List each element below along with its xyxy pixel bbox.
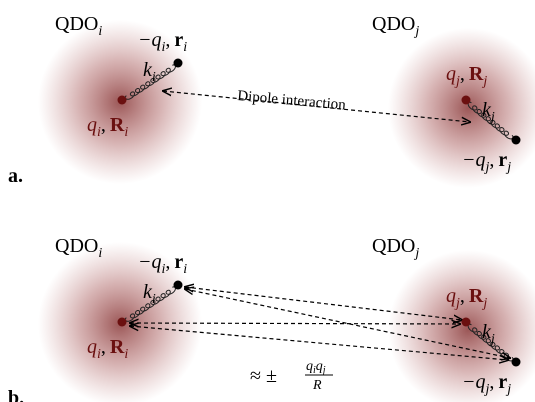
text-part: −q: [462, 371, 486, 393]
text-part: −q: [138, 29, 162, 51]
page: Dipole interactionQDOiQDOjkikj−qi,riqi,R…: [0, 0, 535, 402]
text-part: ,: [101, 336, 106, 358]
approx-prefix: ≈ ±: [250, 365, 277, 387]
text-part: R: [110, 336, 125, 358]
text-part: ,: [165, 29, 170, 51]
text-part: q: [87, 114, 97, 136]
text-part: q: [306, 359, 313, 374]
text-part: q: [446, 63, 456, 85]
text-part: r: [174, 29, 183, 51]
text-part: i: [98, 246, 102, 261]
text-part: R: [469, 285, 484, 307]
text-part: QDO: [55, 13, 98, 35]
text-part: ,: [489, 149, 494, 171]
text-part: i: [183, 40, 187, 55]
text-part: ,: [460, 63, 465, 85]
text-part: QDO: [372, 13, 415, 35]
text-part: QDO: [372, 235, 415, 257]
numerator: qiqj: [306, 359, 326, 376]
text-part: i: [183, 262, 187, 277]
text-part: q: [316, 359, 323, 374]
text-part: r: [174, 251, 183, 273]
panel-label: b.: [8, 387, 24, 402]
text-part: i: [152, 292, 156, 307]
text-part: ,: [460, 285, 465, 307]
text-part: ,: [489, 371, 494, 393]
interaction-label: Dipole interaction: [237, 88, 347, 113]
panel-label: a.: [8, 165, 23, 187]
text-part: r: [498, 149, 507, 171]
electron: [174, 281, 183, 290]
nucleus: [118, 96, 127, 105]
text-part: i: [98, 24, 102, 39]
figure: Dipole interactionQDOiQDOjkikj−qi,riqi,R…: [0, 0, 535, 402]
denominator: R: [312, 378, 322, 393]
text-part: q: [87, 336, 97, 358]
text-part: R: [469, 63, 484, 85]
text-part: R: [110, 114, 125, 136]
text-part: i: [124, 347, 128, 362]
text-part: ,: [101, 114, 106, 136]
electron: [174, 59, 183, 68]
label: QDOj: [372, 13, 419, 39]
nucleus: [462, 96, 471, 105]
text-part: QDO: [55, 235, 98, 257]
electron: [512, 136, 521, 145]
text-part: r: [498, 371, 507, 393]
label: QDOj: [372, 235, 419, 261]
text-part: −q: [462, 149, 486, 171]
nucleus: [118, 318, 127, 327]
nucleus: [462, 318, 471, 327]
text-part: i: [152, 70, 156, 85]
text-part: −q: [138, 251, 162, 273]
text-part: i: [124, 125, 128, 140]
electron: [512, 358, 521, 367]
text-part: q: [446, 285, 456, 307]
text-part: ,: [165, 251, 170, 273]
